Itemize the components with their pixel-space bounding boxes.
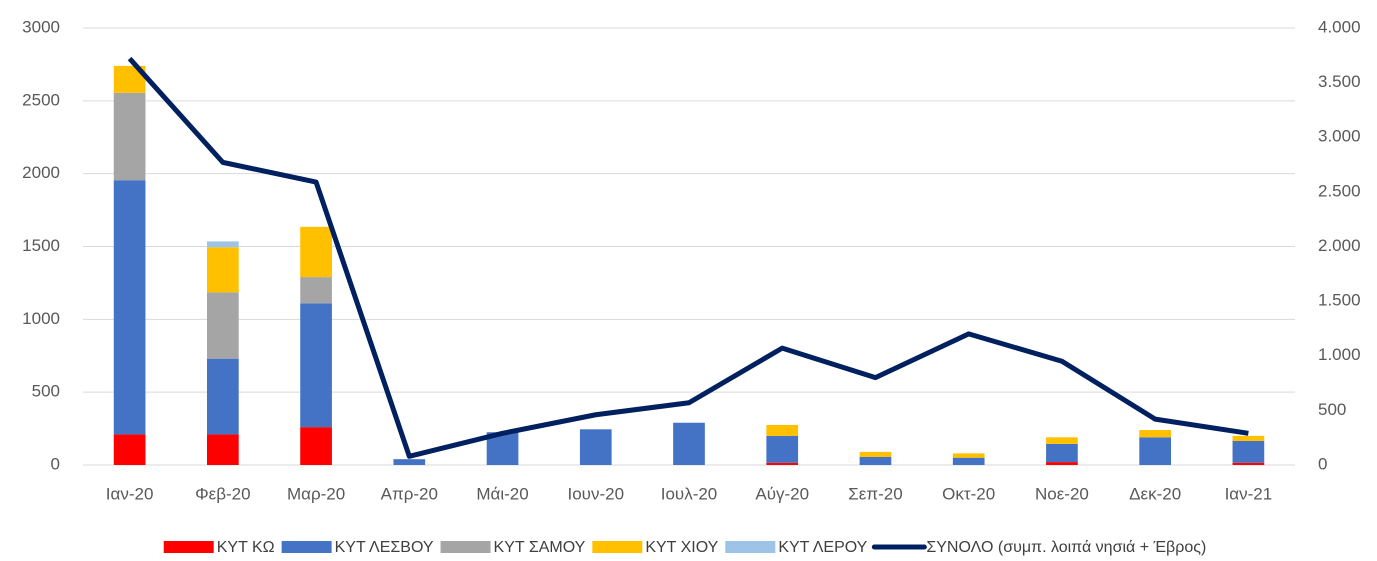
- legend-label: ΚΥΤ ΛΕΣΒΟΥ: [335, 539, 434, 556]
- x-tick-label: Αύγ-20: [755, 484, 809, 503]
- y-tick-label: 1500: [22, 236, 60, 255]
- legend-item: ΣΥΝΟΛΟ (συμπ. λοιπά νησιά + Έβρος): [871, 539, 1206, 556]
- bar: [766, 424, 799, 436]
- legend-label: ΚΥΤ ΚΩ: [217, 539, 275, 556]
- y2-tick-label: 1.500: [1318, 291, 1361, 310]
- bar: [673, 422, 705, 465]
- bar: [300, 277, 332, 304]
- bar: [766, 435, 799, 463]
- y2-tick-label: 1.000: [1318, 345, 1361, 364]
- legend-label: ΣΥΝΟΛΟ (συμπ. λοιπά νησιά + Έβρος): [926, 539, 1206, 556]
- legend-label: ΚΥΤ ΧΙΟΥ: [645, 539, 718, 556]
- legend-swatch: [281, 541, 332, 553]
- bar: [300, 226, 332, 278]
- legend-swatch: [163, 541, 214, 553]
- line: [127, 56, 1249, 459]
- bar: [206, 247, 239, 293]
- x-tick-label: Σεπ-20: [848, 484, 902, 503]
- bar: [206, 292, 239, 359]
- bar: [1232, 435, 1265, 441]
- bar: [1046, 462, 1078, 465]
- bar: [1139, 437, 1172, 465]
- bar: [1046, 443, 1078, 463]
- legend-item: ΚΥΤ ΚΩ: [163, 539, 275, 556]
- bar: [952, 453, 985, 458]
- bar: [300, 303, 332, 428]
- bar: [206, 241, 239, 248]
- x-tick-label: Φεβ-20: [195, 484, 251, 503]
- bar: [952, 457, 985, 465]
- y2-tick-label: 3.000: [1318, 127, 1361, 146]
- bar: [1232, 440, 1265, 463]
- bar: [393, 459, 426, 465]
- bar: [206, 358, 239, 435]
- x-tick-label: Απρ-20: [381, 484, 438, 503]
- y-tick-label: 0: [51, 454, 60, 473]
- x-tick-label: Ιαν-20: [106, 484, 154, 503]
- x-tick-label: Ιαν-21: [1225, 484, 1273, 503]
- x-tick-label: Οκτ-20: [942, 484, 995, 503]
- bar: [1232, 462, 1265, 465]
- bar: [579, 429, 612, 465]
- y-tick-label: 500: [32, 382, 60, 401]
- legend: ΚΥΤ ΚΩ ΚΥΤ ΛΕΣΒΟΥ ΚΥΤ ΣΑΜΟΥ ΚΥΤ ΧΙΟΥ ΚΥΤ ΛΕΡ…: [163, 539, 1206, 556]
- y2-tick-label: 4.000: [1318, 17, 1361, 36]
- y2-tick-label: 0: [1318, 454, 1327, 473]
- y-tick-label: 2500: [22, 90, 60, 109]
- bar: [113, 434, 146, 465]
- legend-label: ΚΥΤ ΛΕΡΟΥ: [778, 539, 867, 556]
- legend-swatch: [440, 541, 491, 553]
- y2-tick-label: 3.500: [1318, 72, 1361, 91]
- bar: [859, 456, 892, 465]
- legend-label: ΚΥΤ ΣΑΜΟΥ: [494, 539, 586, 556]
- bar: [113, 180, 146, 435]
- legend-item: ΚΥΤ ΧΙΟΥ: [592, 539, 719, 556]
- y-tick-label: 1000: [22, 309, 60, 328]
- bar: [1046, 437, 1078, 444]
- x-tick-label: Μάι-20: [476, 484, 528, 503]
- legend-item: ΚΥΤ ΛΕΡΟΥ: [725, 539, 868, 556]
- x-tick-label: Ιουν-20: [567, 484, 624, 503]
- x-tick-label: Μαρ-20: [287, 484, 345, 503]
- legend-item: ΚΥΤ ΛΕΣΒΟΥ: [281, 539, 434, 556]
- x-tick-label: Δεκ-20: [1129, 484, 1181, 503]
- legend-swatch: [592, 541, 643, 553]
- legend-swatch: [725, 541, 776, 553]
- y2-tick-label: 500: [1318, 400, 1346, 419]
- y-tick-label: 3000: [22, 17, 60, 36]
- y2-tick-label: 2.500: [1318, 181, 1361, 200]
- bar: [859, 451, 892, 457]
- y2-tick-label: 2.000: [1318, 236, 1361, 255]
- bar: [113, 92, 146, 181]
- bar: [766, 462, 799, 465]
- bar: [300, 427, 332, 465]
- legend-item: ΚΥΤ ΣΑΜΟΥ: [440, 539, 586, 556]
- bar: [1139, 430, 1172, 438]
- x-tick-label: Νοε-20: [1035, 484, 1089, 503]
- bar: [206, 434, 239, 465]
- x-tick-label: Ιουλ-20: [661, 484, 718, 503]
- y-tick-label: 2000: [22, 163, 60, 182]
